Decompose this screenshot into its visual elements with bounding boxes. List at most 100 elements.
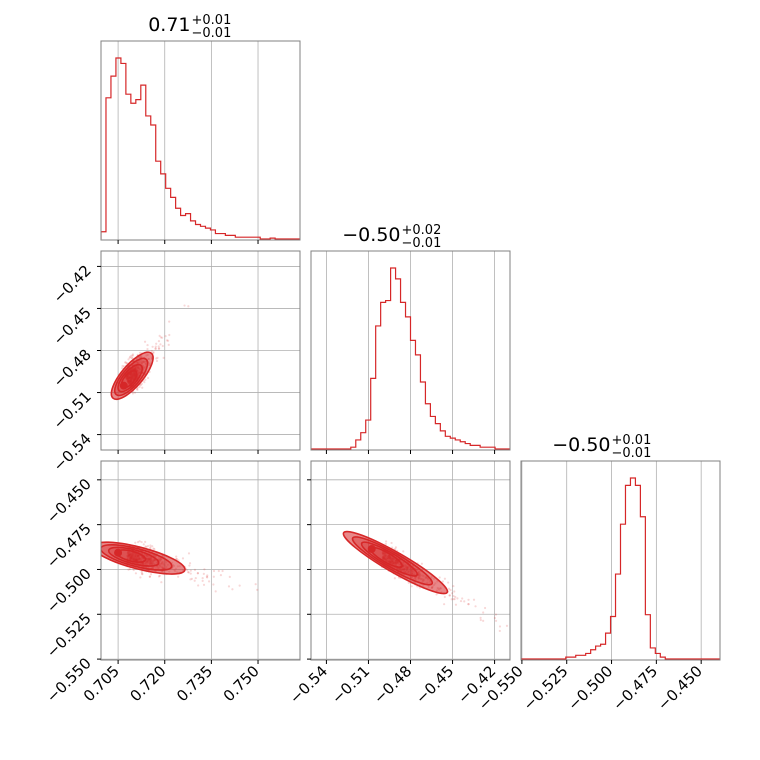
sample-point <box>158 334 161 337</box>
sample-point <box>164 335 167 338</box>
sample-point <box>127 358 130 361</box>
density-peak <box>367 544 376 553</box>
sample-point <box>124 361 127 364</box>
sample-point <box>132 568 135 572</box>
sample-point <box>121 364 124 368</box>
y-tick-label: −0.500 <box>43 565 95 617</box>
sample-point <box>165 339 169 342</box>
plot-area <box>101 540 259 593</box>
sample-point <box>159 343 162 346</box>
sample-point <box>140 571 143 574</box>
panel-frame <box>100 460 301 661</box>
sample-point <box>451 592 454 595</box>
sample-point <box>154 345 157 348</box>
sample-point <box>256 588 259 591</box>
sample-point <box>146 544 150 548</box>
sample-point <box>166 339 170 342</box>
sample-point <box>157 340 161 343</box>
sample-point <box>144 540 147 543</box>
sample-point <box>443 595 446 599</box>
sample-point <box>443 603 446 606</box>
sample-point <box>203 568 206 571</box>
sample-point <box>131 353 135 356</box>
sample-point <box>186 569 189 572</box>
title-main: −0.50 <box>552 434 610 456</box>
x-tick-label: −0.475 <box>609 662 661 714</box>
sample-point <box>157 347 160 350</box>
sample-point <box>254 583 257 586</box>
sample-point <box>197 584 200 587</box>
sample-point <box>202 583 206 586</box>
histogram-panel-1: 0.71 +0.01−0.01 <box>100 13 301 244</box>
sample-point <box>138 351 142 354</box>
sample-point <box>194 576 197 580</box>
sample-point <box>124 361 127 364</box>
sample-point <box>212 575 215 578</box>
sample-point <box>139 384 142 387</box>
sample-point <box>150 349 153 353</box>
sample-point <box>201 576 204 580</box>
histogram-step-line <box>311 267 510 450</box>
sample-point <box>131 354 134 357</box>
sample-point <box>139 576 142 579</box>
sample-point <box>143 381 146 384</box>
sample-point <box>146 347 149 351</box>
title-main: −0.50 <box>342 224 400 246</box>
sample-point <box>140 540 143 544</box>
y-tick-label: −0.54 <box>50 430 95 475</box>
sample-point <box>221 569 224 573</box>
sample-point <box>187 552 191 555</box>
title-lower-error: −0.01 <box>402 236 442 251</box>
sample-point <box>467 603 470 606</box>
sample-point <box>125 362 129 365</box>
x-tick-label: −0.45 <box>412 662 457 707</box>
sample-point <box>505 624 509 627</box>
sample-point <box>453 590 456 593</box>
sample-point <box>454 595 457 599</box>
sample-point <box>193 579 196 582</box>
sample-point <box>146 343 149 347</box>
sample-point <box>141 386 144 389</box>
sample-point <box>454 603 458 606</box>
sample-point <box>438 576 441 579</box>
title-main: 0.71 <box>148 14 190 36</box>
sample-point <box>494 613 498 616</box>
plot-area <box>521 477 720 660</box>
sample-point <box>157 575 161 578</box>
sample-point <box>450 598 453 601</box>
sample-point <box>459 599 463 603</box>
sample-point <box>151 545 154 548</box>
y-tick-label: −0.42 <box>50 262 95 307</box>
sample-point <box>156 356 159 359</box>
sample-point <box>474 605 477 608</box>
sample-point <box>155 359 159 363</box>
sample-point <box>142 543 145 546</box>
sample-point <box>161 344 164 348</box>
sample-point <box>148 575 151 578</box>
sample-point <box>149 573 153 576</box>
sample-point <box>154 347 157 351</box>
panel-frame <box>100 40 301 241</box>
sample-point <box>160 581 163 584</box>
sample-point <box>228 575 231 578</box>
title-upper-error: +0.01 <box>192 13 232 28</box>
sample-point <box>494 619 498 622</box>
sample-point <box>155 342 158 345</box>
sample-point <box>452 584 455 588</box>
sample-point <box>134 541 137 544</box>
sample-point <box>134 572 138 575</box>
sample-point <box>140 382 143 385</box>
density-peak <box>114 548 123 557</box>
sample-point <box>149 544 152 547</box>
sample-point <box>443 577 447 580</box>
sample-point <box>127 568 130 571</box>
sample-point <box>153 548 156 551</box>
x-tick-label: −0.450 <box>654 662 706 714</box>
sample-point <box>202 572 205 576</box>
sample-point <box>449 588 452 592</box>
sample-point <box>152 547 155 550</box>
sample-point <box>129 355 132 358</box>
sample-point <box>479 616 482 619</box>
sample-point <box>516 632 518 634</box>
title-lower-error: −0.01 <box>612 446 652 461</box>
